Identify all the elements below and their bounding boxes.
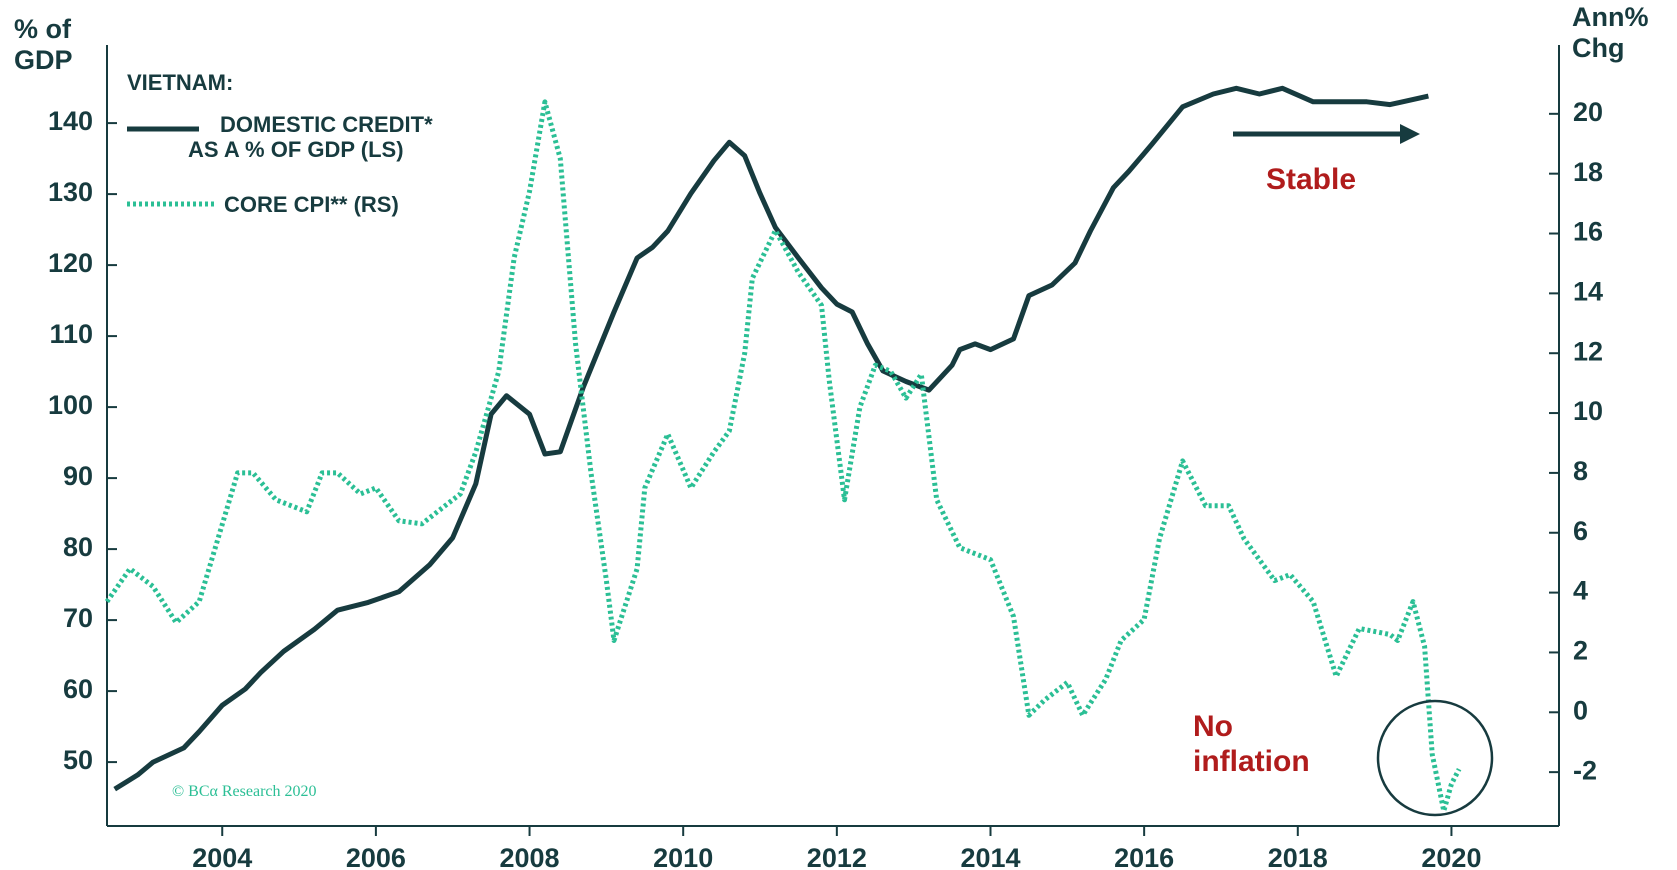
y2-tick-label: 2: [1573, 636, 1588, 666]
x-tick-label: 2014: [960, 843, 1020, 870]
y2-axis-label: Ann% Chg: [1572, 2, 1649, 64]
x-tick-label: 2010: [653, 843, 713, 870]
y2-tick-label: -2: [1573, 755, 1597, 785]
highlight-circle: [1376, 699, 1494, 817]
y2-tick-label: 14: [1573, 276, 1603, 306]
x-tick-label: 2018: [1268, 843, 1328, 870]
y-tick-label: 130: [48, 177, 93, 207]
legend-label: DOMESTIC CREDIT* AS A % OF GDP (LS): [188, 112, 433, 163]
y-tick-label: 70: [63, 603, 93, 633]
legend-title: VIETNAM:: [127, 70, 234, 95]
y2-tick-label: 6: [1573, 516, 1588, 546]
series-line: [104, 99, 1462, 814]
y-tick-label: 50: [63, 745, 93, 775]
y-tick-label: 90: [63, 461, 93, 491]
y2-tick-label: 10: [1573, 396, 1603, 426]
y-tick-label: 120: [48, 248, 93, 278]
y2-tick-label: 8: [1573, 456, 1588, 486]
credit-note: © BCα Research 2020: [172, 783, 317, 800]
y2-tick-label: 18: [1573, 157, 1603, 187]
x-tick-label: 2004: [192, 843, 252, 870]
arrow-head: [1400, 124, 1420, 144]
y-tick-label: 80: [63, 532, 93, 562]
y-tick-label: 140: [48, 106, 93, 136]
legend-label: CORE CPI** (RS): [224, 192, 399, 217]
annotation: No inflation: [1193, 710, 1310, 778]
y2-tick-label: 4: [1573, 576, 1588, 606]
x-tick-label: 2008: [500, 843, 560, 870]
y-tick-label: 100: [48, 390, 93, 420]
y2-tick-label: 16: [1573, 217, 1603, 247]
x-tick-label: 2016: [1114, 843, 1174, 870]
x-tick-label: 2012: [807, 843, 867, 870]
y-axis-label: % of GDP: [14, 14, 73, 76]
annotation: Stable: [1266, 163, 1357, 196]
x-tick-label: 2006: [346, 843, 406, 870]
y-tick-label: 60: [63, 674, 93, 704]
y2-tick-label: 20: [1573, 97, 1603, 127]
y2-tick-label: 12: [1573, 336, 1603, 366]
x-tick-label: 2020: [1421, 843, 1481, 870]
series-line: [113, 85, 1429, 792]
y-tick-label: 110: [49, 319, 93, 349]
y2-tick-label: 0: [1573, 695, 1588, 725]
